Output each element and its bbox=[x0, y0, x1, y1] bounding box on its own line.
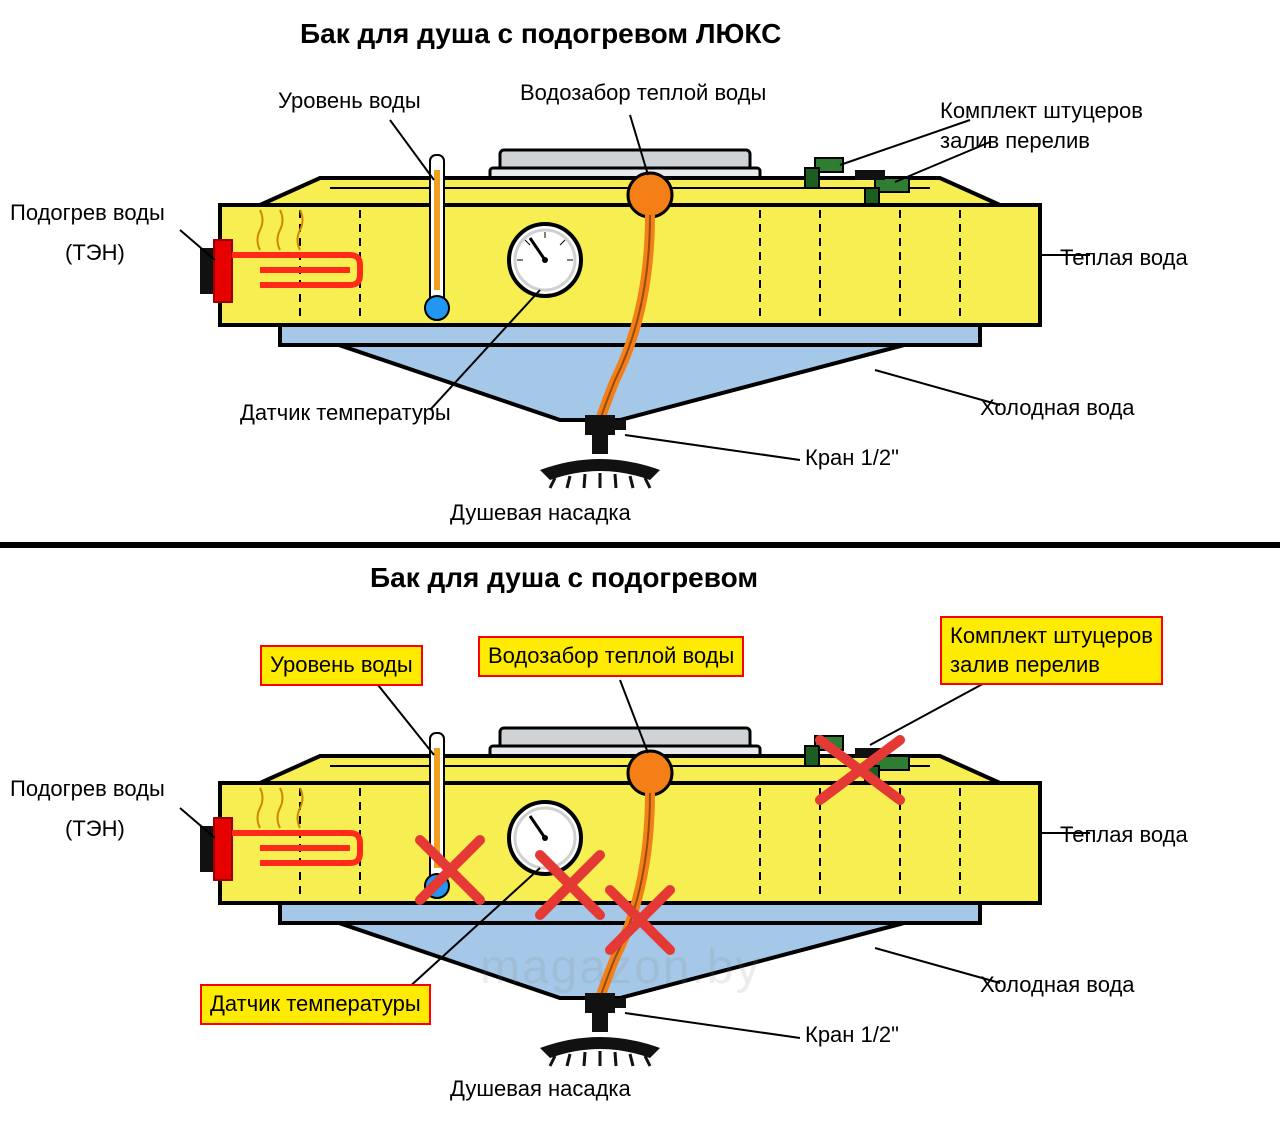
label-fittings-l1: Комплект штуцеров bbox=[950, 623, 1153, 648]
top-title: Бак для душа с подогревом ЛЮКС bbox=[300, 18, 781, 50]
label-tap-bottom: Кран 1/2" bbox=[805, 1022, 899, 1048]
label-fittings2-top: залив перелив bbox=[940, 128, 1090, 154]
label-warm-intake-bottom: Водозабор теплой воды bbox=[478, 636, 744, 677]
label-heater2-bottom: (ТЭН) bbox=[65, 816, 125, 842]
label-temp-sensor-top: Датчик температуры bbox=[240, 400, 451, 426]
label-warm-water-top: Теплая вода bbox=[1060, 245, 1188, 271]
label-heater1-bottom: Подогрев воды bbox=[10, 776, 165, 802]
label-heater1-top: Подогрев воды bbox=[10, 200, 165, 226]
label-water-level-bottom: Уровень воды bbox=[260, 645, 423, 686]
bottom-title: Бак для душа с подогревом bbox=[370, 562, 758, 594]
label-warm-intake-top: Водозабор теплой воды bbox=[520, 80, 766, 106]
label-heater2-top: (ТЭН) bbox=[65, 240, 125, 266]
label-cold-water-bottom: Холодная вода bbox=[980, 972, 1135, 998]
label-temp-sensor-bottom: Датчик температуры bbox=[200, 984, 431, 1025]
label-warm-water-bottom: Теплая вода bbox=[1060, 822, 1188, 848]
separator-line bbox=[0, 542, 1280, 548]
label-fittings1-top: Комплект штуцеров bbox=[940, 98, 1143, 124]
label-fittings-l2: залив перелив bbox=[950, 652, 1100, 677]
infographic-canvas: Бак для душа с подогревом ЛЮКС bbox=[0, 0, 1280, 1144]
label-tap-top: Кран 1/2" bbox=[805, 445, 899, 471]
label-shower-head-bottom: Душевая насадка bbox=[450, 1076, 631, 1102]
label-water-level-top: Уровень воды bbox=[278, 88, 421, 114]
label-cold-water-top: Холодная вода bbox=[980, 395, 1135, 421]
label-shower-head-top: Душевая насадка bbox=[450, 500, 631, 526]
label-fittings-bottom: Комплект штуцеров залив перелив bbox=[940, 616, 1163, 685]
